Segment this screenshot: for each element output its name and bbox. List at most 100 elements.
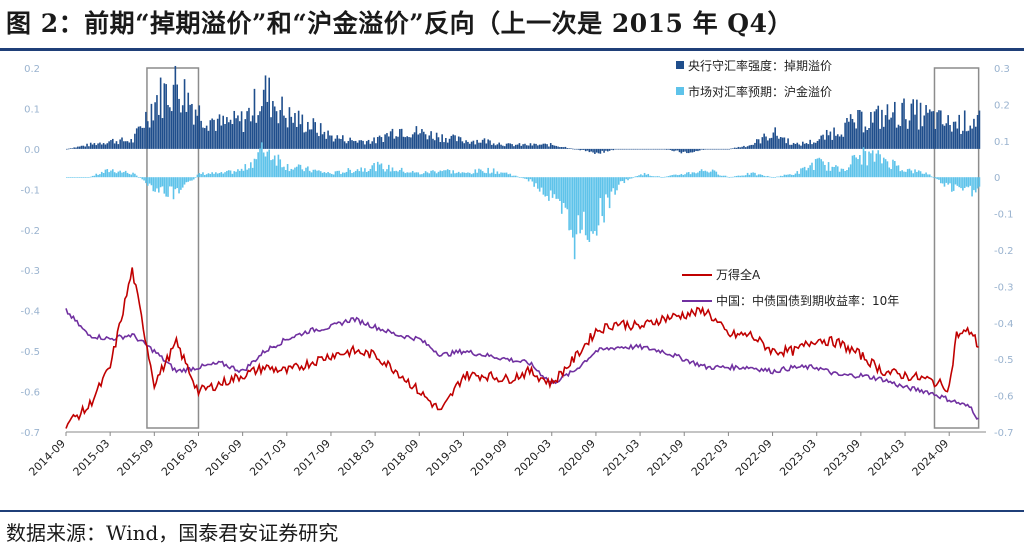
gold-premium-bar	[932, 177, 935, 178]
x-tick-label: 2022-03	[689, 437, 731, 479]
swap-premium-bar	[204, 128, 206, 149]
swap-premium-bar	[468, 143, 471, 149]
gold-premium-bar	[411, 170, 414, 178]
gold-premium-bar	[962, 177, 964, 191]
gold-premium-bar	[237, 169, 239, 178]
swap-premium-bar	[97, 143, 99, 149]
swap-premium-bar	[402, 136, 405, 149]
swap-premium-bar	[130, 139, 132, 149]
swap-premium-bar	[857, 109, 859, 149]
swap-premium-bar	[375, 143, 377, 149]
swap-premium-bar	[608, 148, 611, 151]
gold-premium-bar	[159, 177, 162, 188]
swap-premium-bar	[334, 138, 337, 149]
gold-premium-bar	[342, 172, 344, 178]
gold-premium-bar	[708, 172, 710, 178]
swap-premium-bar	[678, 148, 681, 153]
swap-premium-bar	[507, 143, 510, 149]
swap-premium-bar	[213, 119, 215, 149]
swap-premium-bar	[226, 117, 228, 149]
swap-premium-bar	[698, 148, 701, 151]
gold-premium-bar	[349, 169, 351, 178]
swap-premium-bar	[549, 143, 552, 149]
gold-premium-bar	[389, 171, 392, 178]
gold-premium-bar	[257, 152, 259, 178]
gold-premium-bar	[673, 174, 675, 178]
gold-premium-bar	[925, 172, 927, 178]
gold-premium-bar	[470, 174, 473, 178]
gold-premium-bar	[557, 177, 559, 199]
gold-premium-bar	[364, 168, 366, 178]
swap-premium-bar	[342, 135, 344, 149]
gold-premium-bar	[235, 171, 237, 178]
swap-premium-bar	[478, 142, 480, 149]
gold-premium-bar	[154, 177, 156, 192]
gold-premium-bar	[606, 177, 609, 198]
gold-premium-bar	[319, 171, 322, 178]
swap-premium-bar	[327, 130, 329, 149]
swap-premium-bar	[452, 134, 454, 149]
swap-premium-bar	[509, 143, 512, 149]
gold-premium-bar	[800, 168, 802, 178]
gold-premium-bar	[516, 176, 519, 178]
gold-premium-bar	[756, 175, 758, 178]
gold-premium-bar	[321, 172, 324, 178]
y-left-tick-label: -0.3	[20, 266, 40, 277]
gold-premium-bar	[281, 167, 283, 178]
gold-premium-bar	[145, 177, 147, 184]
swap-premium-bar	[962, 130, 964, 149]
gold-premium-bar	[220, 172, 223, 178]
swap-premium-bar	[728, 148, 730, 150]
gold-premium-bar	[148, 177, 151, 184]
gold-premium-bar	[428, 173, 431, 178]
gold-premium-bar	[426, 172, 429, 178]
swap-premium-bar	[481, 139, 484, 149]
x-tick-label: 2014-09	[26, 437, 68, 479]
page-title: 图 2：前期“掉期溢价”和“沪金溢价”反向（上一次是 2015 年 Q4）	[6, 9, 793, 38]
gold-premium-bar	[722, 175, 725, 178]
gold-premium-bar	[308, 170, 311, 178]
swap-premium-bar	[404, 137, 407, 149]
swap-premium-bar	[441, 134, 443, 149]
gold-premium-bar	[167, 177, 169, 197]
swap-premium-bar	[910, 103, 913, 149]
swap-premium-bar	[358, 140, 361, 149]
swap-premium-bar	[516, 144, 519, 149]
swap-premium-bar	[783, 137, 786, 149]
gold-premium-bar	[875, 153, 878, 178]
swap-premium-bar	[588, 148, 591, 153]
gold-premium-bar	[134, 173, 136, 178]
gold-premium-bar	[476, 172, 478, 178]
gold-premium-bar	[866, 165, 868, 178]
gold-premium-bar	[952, 177, 955, 191]
gold-premium-bar	[408, 172, 410, 178]
gold-premium-bar	[684, 174, 686, 178]
x-tick-label: 2019-03	[424, 437, 466, 479]
swap-premium-bar	[424, 134, 427, 149]
swap-premium-bar	[597, 148, 600, 154]
gold-premium-bar	[686, 172, 688, 178]
gold-premium-bar	[601, 177, 604, 217]
gold-premium-bar	[704, 170, 707, 178]
swap-premium-bar	[253, 88, 256, 149]
gold-premium-bar	[238, 170, 241, 178]
gold-premium-bar	[478, 168, 480, 178]
swap-premium-bar	[595, 148, 598, 153]
swap-premium-bar	[592, 148, 594, 153]
gold-premium-bar	[78, 177, 81, 178]
y-right-tick-label: -0.7	[994, 428, 1014, 439]
gold-premium-bar	[288, 171, 291, 178]
gold-premium-bar	[520, 177, 523, 178]
gold-premium-bar	[905, 171, 907, 178]
gold-premium-bar	[710, 171, 712, 178]
swap-premium-bar	[286, 127, 289, 149]
swap-premium-bar	[246, 111, 248, 149]
swap-premium-bar	[746, 146, 749, 149]
swap-premium-bar	[435, 132, 438, 149]
swap-premium-bar	[526, 145, 528, 149]
swap-premium-bar	[575, 148, 578, 150]
swap-premium-bar	[566, 148, 569, 149]
gold-premium-bar	[187, 177, 190, 182]
swap-premium-bar	[432, 138, 434, 149]
swap-premium-bar	[502, 145, 504, 149]
